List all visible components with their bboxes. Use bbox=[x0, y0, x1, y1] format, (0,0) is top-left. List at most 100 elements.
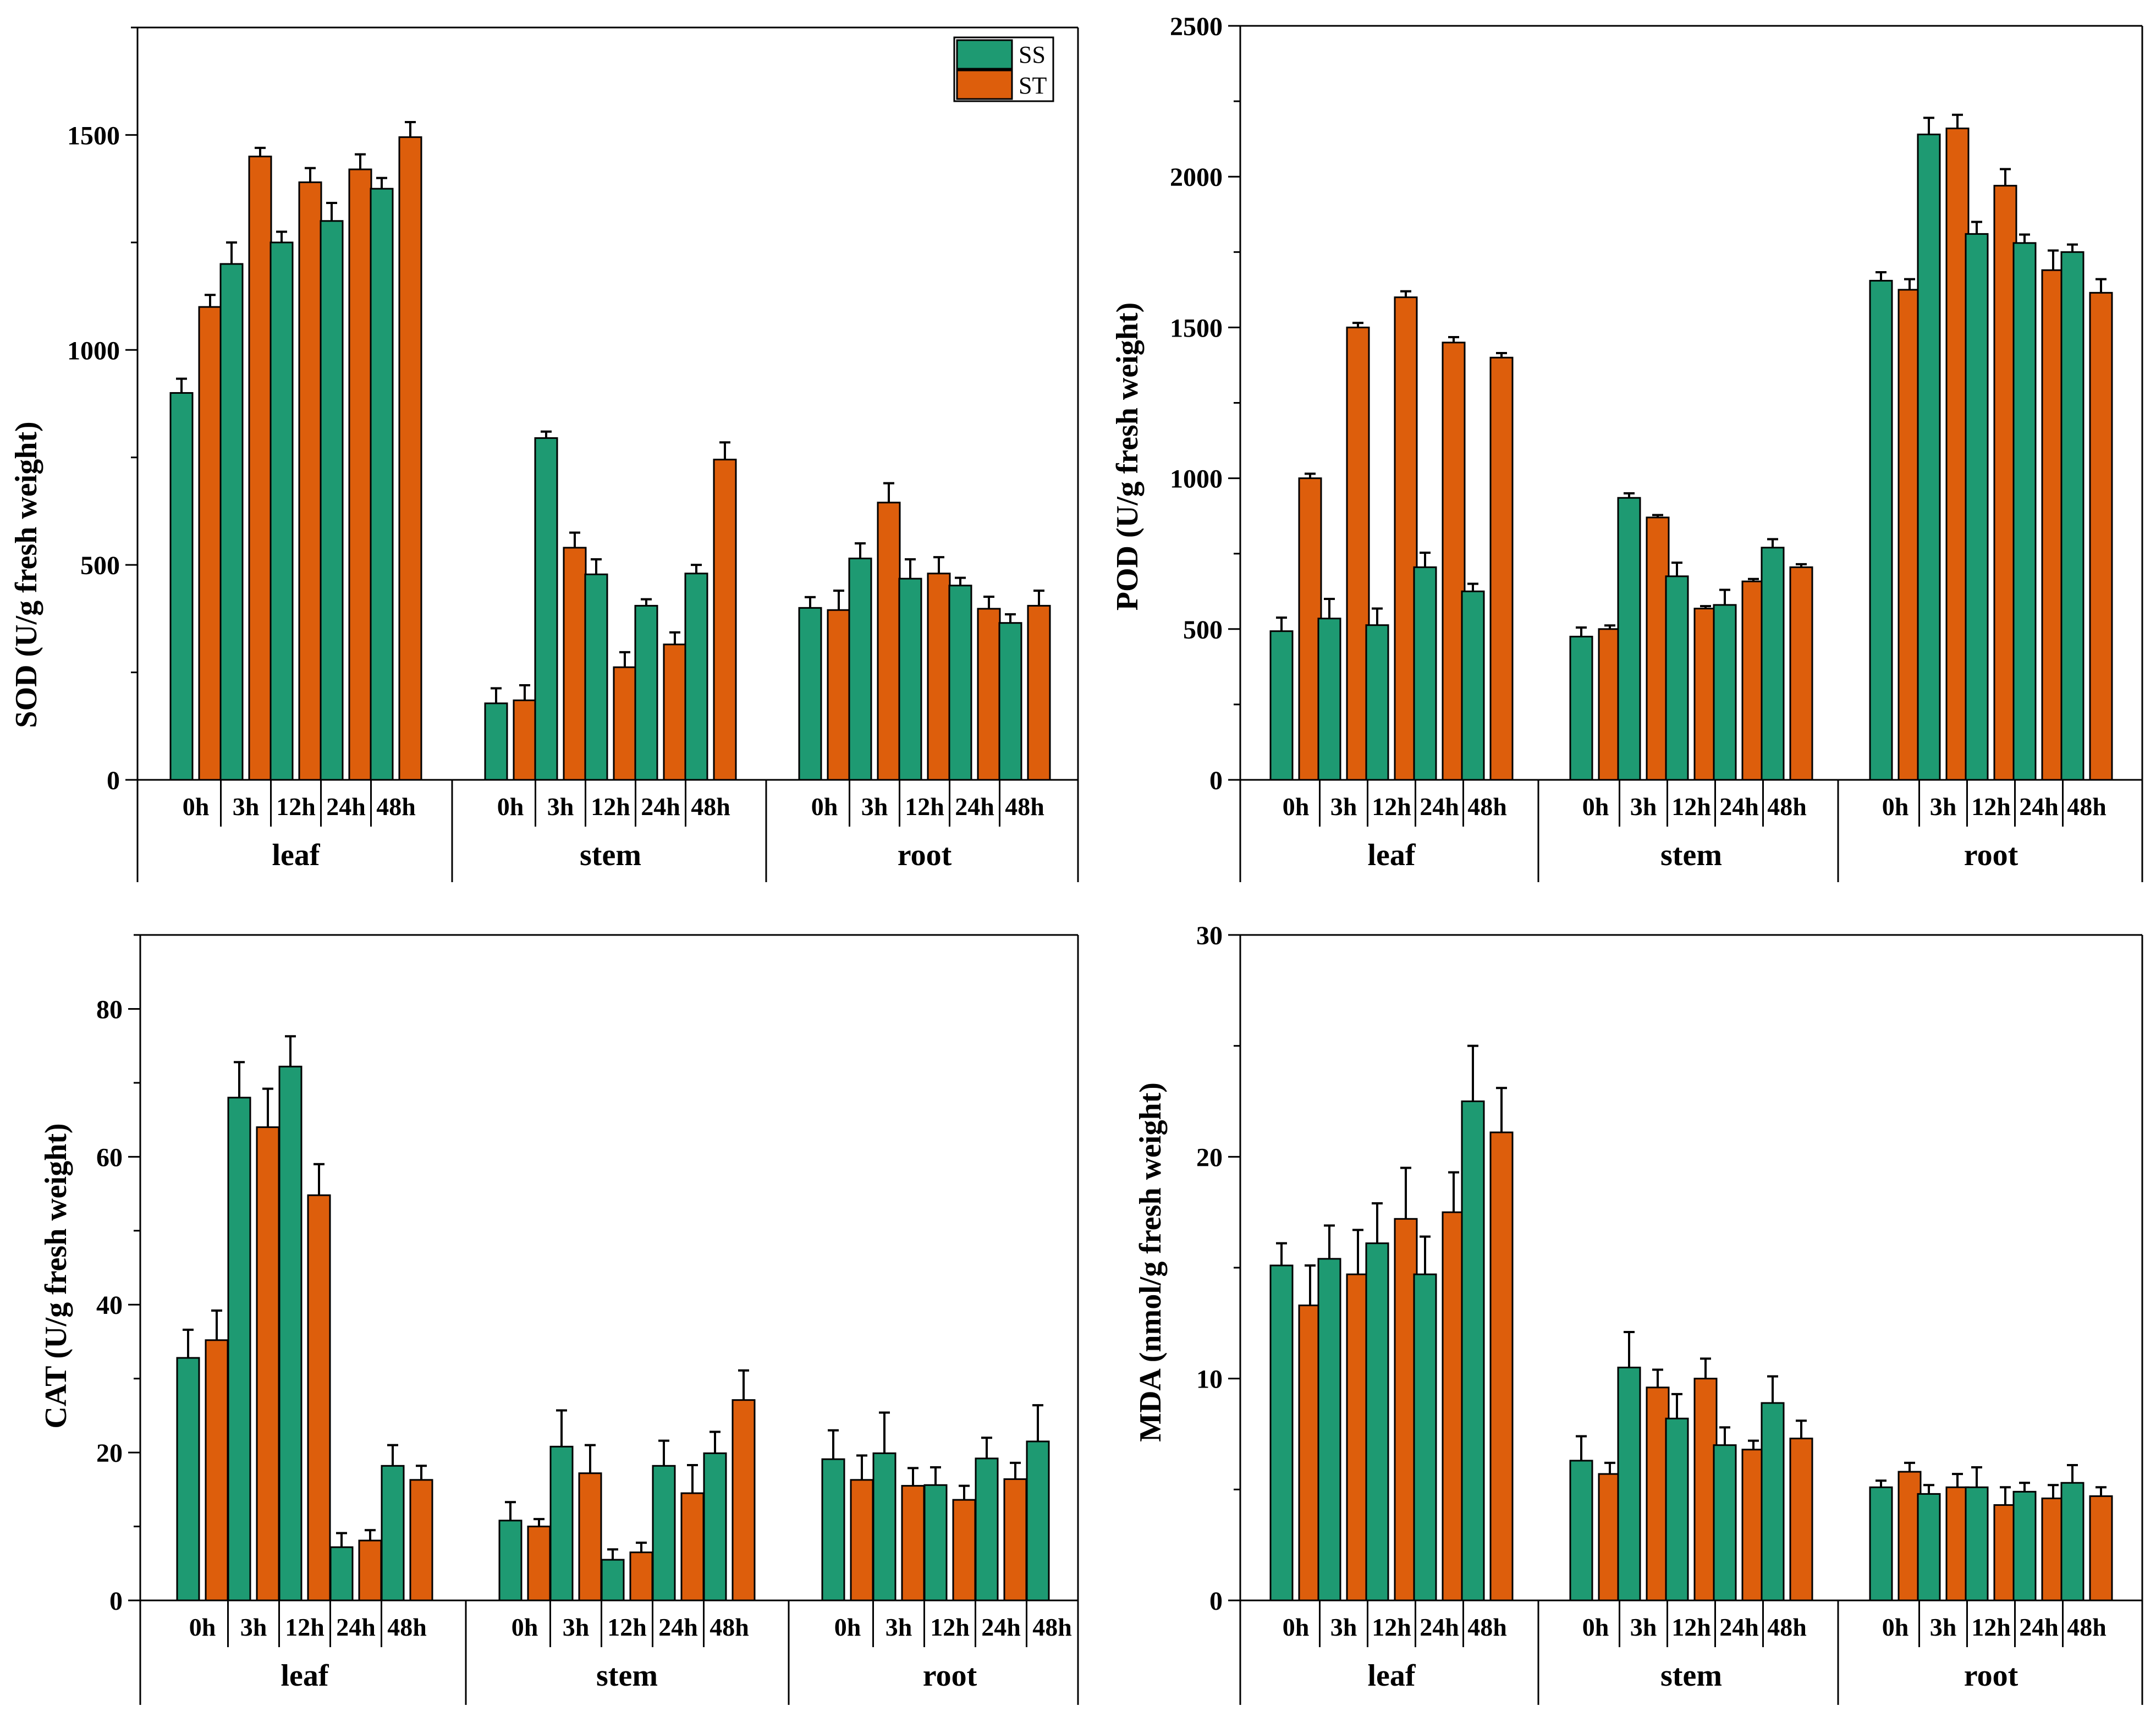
pod-tissue-label-stem: stem bbox=[1660, 838, 1722, 872]
cat-panel: CAT (U/g fresh weight) 0 20 40 60 80 0h 3h 12h 2… bbox=[39, 934, 1079, 1705]
cat-time-label: 3h bbox=[563, 1613, 590, 1641]
pod-bar-st-root-3h bbox=[1945, 127, 1970, 781]
pod-bar-ss-leaf-24h bbox=[1413, 566, 1437, 781]
mda-bar-ss-leaf-0h bbox=[1269, 1264, 1294, 1602]
sod-bar-st-root-12h bbox=[927, 573, 951, 781]
pod-bar-st-stem-12h bbox=[1693, 608, 1718, 781]
pod-time-label: 24h bbox=[1420, 793, 1459, 821]
cat-bar-ss-stem-24h bbox=[652, 1465, 676, 1602]
cat-tissue-label-stem: stem bbox=[596, 1659, 658, 1693]
sod-bar-st-leaf-48h bbox=[398, 136, 422, 781]
mda-bar-st-stem-48h bbox=[1789, 1438, 1813, 1602]
sod-panel: SOD (U/g fresh weight) 0 500 1000 1500 0h 3h 1… bbox=[9, 26, 1079, 882]
cat-bar-ss-root-0h bbox=[821, 1458, 845, 1602]
cat-time-label: 24h bbox=[981, 1613, 1021, 1641]
cat-bar-ss-leaf-3h bbox=[227, 1097, 251, 1602]
mda-bar-ss-stem-12h bbox=[1665, 1417, 1689, 1602]
mda-time-label: 12h bbox=[1971, 1613, 2011, 1641]
sod-bar-st-stem-12h bbox=[613, 666, 637, 781]
mda-bar-st-leaf-12h bbox=[1394, 1218, 1418, 1602]
sod-time-label: 3h bbox=[861, 793, 888, 821]
cat-time-label: 12h bbox=[285, 1613, 324, 1641]
pod-y-tick-label: 1000 bbox=[1170, 465, 1223, 494]
sod-y-tick-label: 500 bbox=[80, 551, 120, 580]
mda-time-label: 24h bbox=[2019, 1613, 2059, 1641]
pod-tissue-label-leaf: leaf bbox=[1367, 838, 1416, 872]
pod-bar-st-leaf-48h bbox=[1489, 356, 1514, 781]
cat-bar-st-stem-12h bbox=[629, 1551, 653, 1602]
pod-time-label: 12h bbox=[1671, 793, 1711, 821]
pod-bar-st-leaf-24h bbox=[1442, 342, 1466, 781]
cat-time-label: 24h bbox=[658, 1613, 698, 1641]
pod-time-label: 24h bbox=[2019, 793, 2059, 821]
sod-bar-ss-root-24h bbox=[948, 585, 972, 781]
cat-time-label: 3h bbox=[886, 1613, 912, 1641]
sod-bar-ss-leaf-12h bbox=[270, 241, 294, 781]
pod-bar-st-stem-48h bbox=[1789, 566, 1813, 781]
mda-bar-ss-root-12h bbox=[1965, 1486, 1989, 1602]
pod-time-label: 0h bbox=[1283, 793, 1310, 821]
sod-tissue-label-stem: stem bbox=[580, 838, 641, 872]
cat-bar-ss-stem-48h bbox=[703, 1452, 727, 1602]
pod-bar-st-leaf-0h bbox=[1298, 477, 1322, 781]
pod-bar-st-root-48h bbox=[2089, 291, 2113, 781]
sod-time-label: 0h bbox=[811, 793, 838, 821]
sod-time-label: 12h bbox=[276, 793, 316, 821]
mda-time-label: 48h bbox=[1467, 1613, 1507, 1641]
mda-y-tick-label: 30 bbox=[1196, 921, 1223, 950]
cat-bar-ss-stem-12h bbox=[601, 1559, 625, 1602]
cat-time-label: 0h bbox=[189, 1613, 216, 1641]
cat-bar-ss-root-48h bbox=[1026, 1440, 1050, 1602]
cat-y-tick-label: 60 bbox=[96, 1143, 123, 1172]
mda-bar-ss-stem-3h bbox=[1617, 1367, 1641, 1602]
sod-time-label: 0h bbox=[497, 793, 524, 821]
pod-bar-ss-leaf-0h bbox=[1269, 630, 1294, 781]
sod-time-label: 3h bbox=[233, 793, 260, 821]
sod-bar-st-stem-24h bbox=[663, 643, 687, 781]
mda-y-axis-label: MDA (nmol/g fresh weight) bbox=[1134, 1082, 1168, 1442]
sod-bar-st-stem-48h bbox=[713, 459, 737, 781]
cat-y-tick-label: 40 bbox=[96, 1291, 123, 1320]
mda-bar-st-root-48h bbox=[2089, 1495, 2113, 1602]
sod-y-tick-label: 1500 bbox=[67, 121, 120, 150]
cat-bar-ss-leaf-12h bbox=[278, 1065, 302, 1602]
pod-bar-ss-root-3h bbox=[1917, 133, 1941, 781]
sod-bar-ss-leaf-24h bbox=[320, 220, 344, 781]
sod-y-tick-label: 1000 bbox=[67, 336, 120, 365]
mda-time-label: 3h bbox=[1930, 1613, 1957, 1641]
sod-bar-ss-stem-0h bbox=[484, 702, 508, 781]
cat-bar-ss-leaf-48h bbox=[381, 1465, 405, 1602]
mda-y-tick-label: 0 bbox=[1209, 1587, 1223, 1616]
cat-bar-st-root-24h bbox=[1003, 1478, 1027, 1602]
pod-y-tick-label: 2500 bbox=[1170, 12, 1223, 41]
pod-bar-ss-leaf-48h bbox=[1461, 590, 1485, 781]
mda-time-label: 48h bbox=[1767, 1613, 1807, 1641]
cat-time-label: 3h bbox=[240, 1613, 267, 1641]
sod-time-label: 24h bbox=[955, 793, 994, 821]
pod-time-label: 24h bbox=[1719, 793, 1759, 821]
cat-bar-st-stem-0h bbox=[527, 1526, 551, 1602]
mda-time-label: 0h bbox=[1882, 1613, 1909, 1641]
sod-tissue-label-root: root bbox=[898, 838, 952, 872]
mda-tissue-label-leaf: leaf bbox=[1367, 1659, 1416, 1693]
cat-y-tick-label: 80 bbox=[96, 995, 123, 1024]
mda-bar-st-stem-12h bbox=[1693, 1378, 1718, 1602]
cat-time-label: 0h bbox=[512, 1613, 538, 1641]
sod-time-label: 3h bbox=[547, 793, 574, 821]
cat-bar-st-leaf-3h bbox=[256, 1126, 280, 1602]
cat-time-label: 12h bbox=[607, 1613, 647, 1641]
cat-time-label: 0h bbox=[834, 1613, 861, 1641]
mda-bar-st-leaf-0h bbox=[1298, 1305, 1322, 1602]
pod-bar-ss-leaf-12h bbox=[1365, 624, 1389, 781]
pod-bar-st-leaf-12h bbox=[1394, 296, 1418, 781]
mda-y-tick-label: 10 bbox=[1196, 1365, 1223, 1394]
legend-swatch-st bbox=[956, 69, 1013, 100]
mda-tissue-label-root: root bbox=[1964, 1659, 2019, 1693]
pod-time-label: 48h bbox=[1467, 793, 1507, 821]
cat-time-label: 48h bbox=[710, 1613, 749, 1641]
mda-time-label: 12h bbox=[1372, 1613, 1411, 1641]
cat-time-label: 48h bbox=[1032, 1613, 1072, 1641]
pod-bar-ss-root-24h bbox=[2012, 242, 2037, 781]
mda-bar-ss-root-24h bbox=[2012, 1490, 2037, 1602]
pod-bar-ss-root-0h bbox=[1869, 279, 1893, 781]
